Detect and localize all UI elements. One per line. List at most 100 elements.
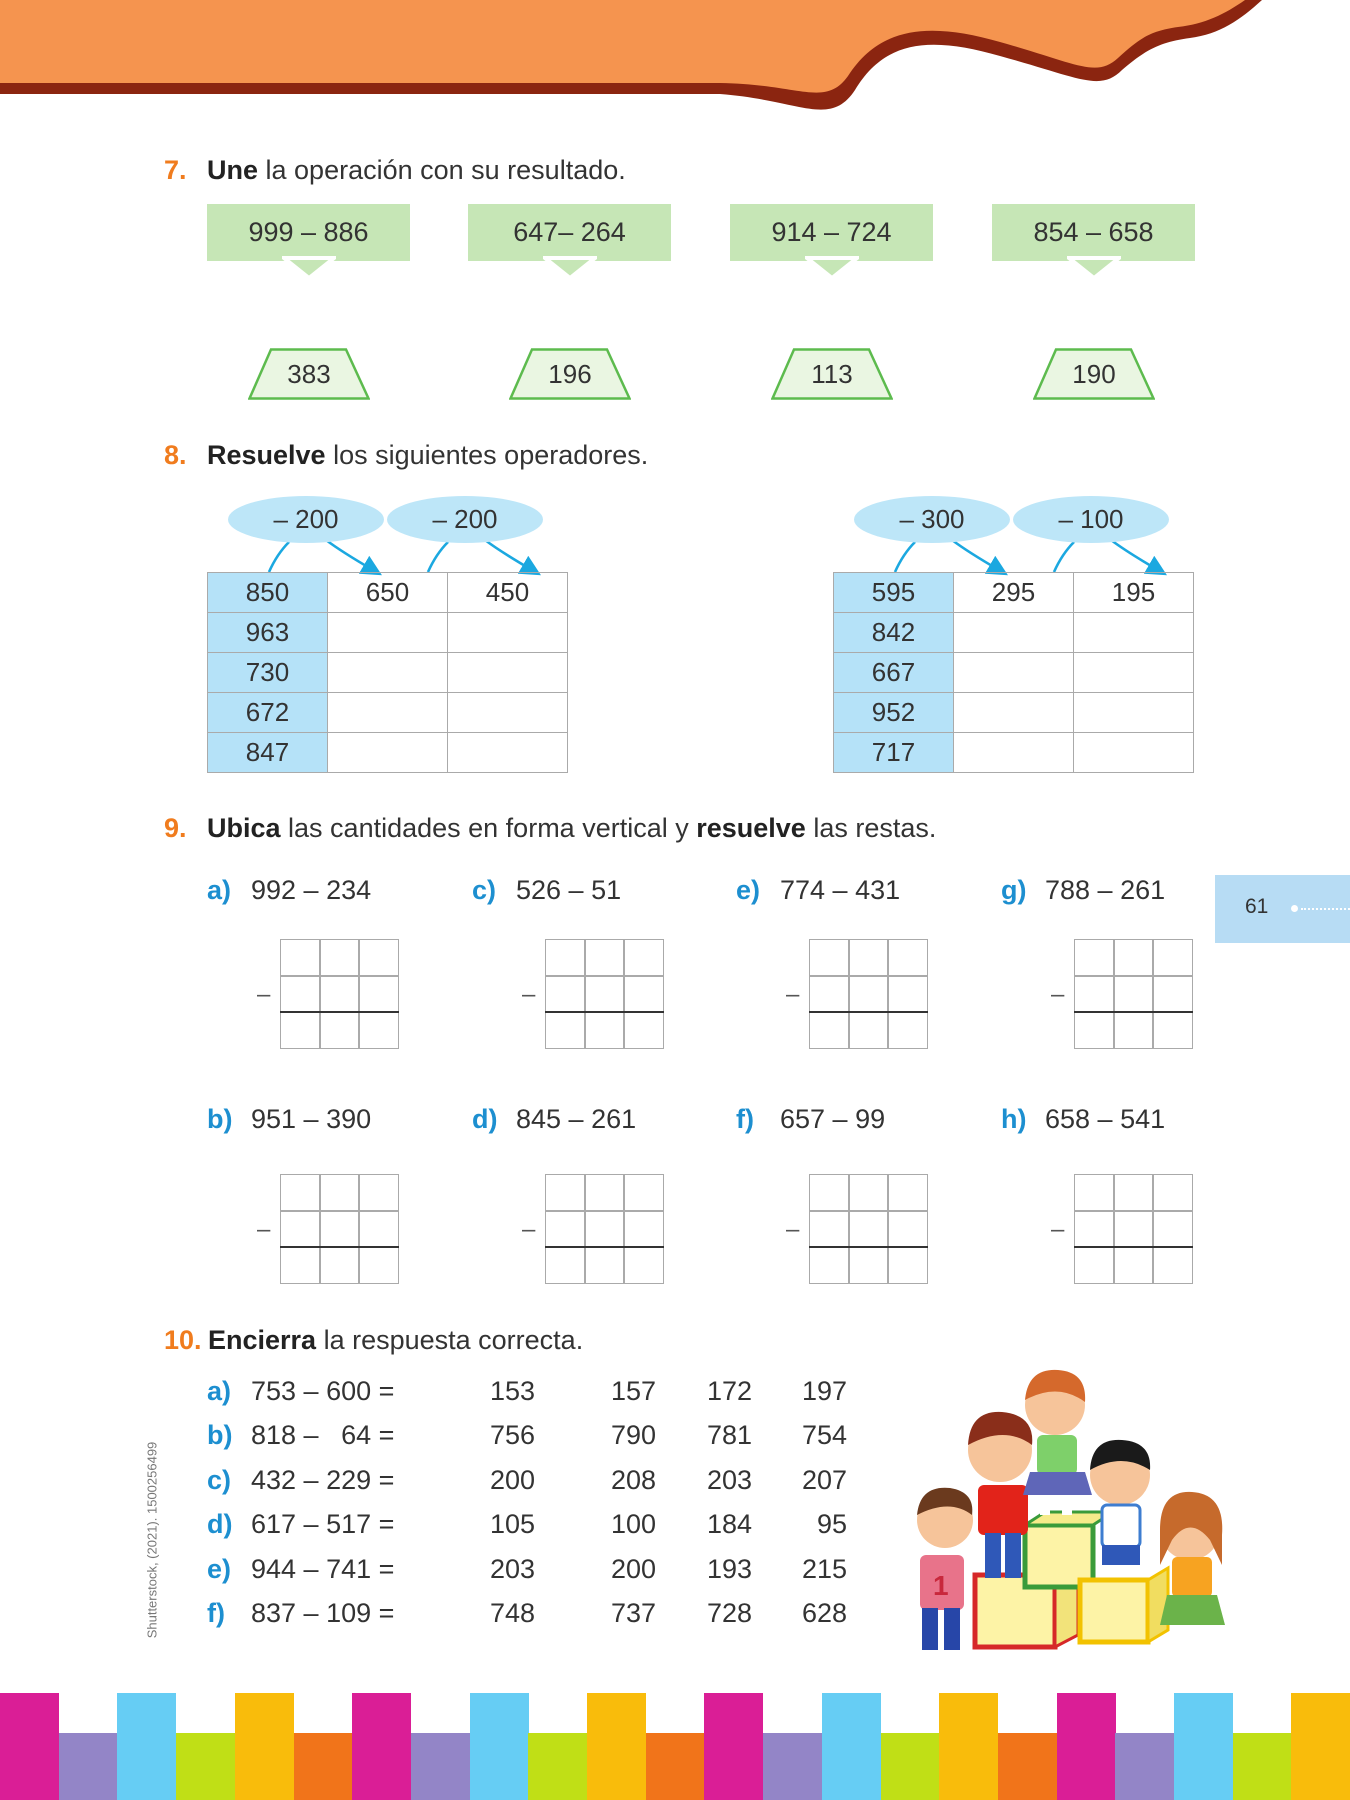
answer-cell[interactable]: [953, 732, 1074, 773]
result-trapezoid[interactable]: 383: [248, 348, 370, 400]
answer-cell[interactable]: [953, 652, 1074, 693]
digit-cell[interactable]: [1074, 1210, 1114, 1248]
digit-cell[interactable]: [1074, 1247, 1114, 1284]
answer-cell[interactable]: [327, 652, 448, 693]
answer-option[interactable]: 105: [489, 1509, 535, 1540]
digit-cell[interactable]: [1113, 1012, 1154, 1049]
digit-cell[interactable]: [359, 1210, 400, 1248]
digit-cell[interactable]: [1113, 1210, 1154, 1248]
digit-cell[interactable]: [584, 939, 625, 976]
answer-cell[interactable]: [327, 732, 448, 773]
answer-cell[interactable]: [327, 612, 448, 653]
digit-cell[interactable]: [1113, 975, 1154, 1013]
digit-cell[interactable]: [1153, 975, 1194, 1013]
digit-cell[interactable]: [888, 939, 929, 976]
answer-cell[interactable]: 195: [1073, 572, 1194, 613]
answer-cell[interactable]: [1073, 732, 1194, 773]
result-trapezoid[interactable]: 190: [1033, 348, 1155, 400]
answer-option[interactable]: 203: [706, 1464, 752, 1495]
digit-cell[interactable]: [359, 975, 400, 1013]
digit-cell[interactable]: [848, 1210, 889, 1248]
digit-cell[interactable]: [280, 939, 320, 976]
digit-cell[interactable]: [319, 1210, 360, 1248]
digit-cell[interactable]: [1074, 1012, 1114, 1049]
digit-cell[interactable]: [545, 1012, 585, 1049]
digit-cell[interactable]: [359, 1247, 400, 1284]
digit-cell[interactable]: [848, 1012, 889, 1049]
digit-cell[interactable]: [280, 1174, 320, 1211]
answer-option[interactable]: 172: [706, 1376, 752, 1406]
digit-cell[interactable]: [624, 939, 665, 976]
answer-cell[interactable]: [447, 652, 568, 693]
answer-option[interactable]: 203: [489, 1553, 535, 1584]
digit-cell[interactable]: [809, 1247, 849, 1284]
digit-cell[interactable]: [280, 1012, 320, 1049]
digit-cell[interactable]: [624, 1210, 665, 1248]
digit-cell[interactable]: [359, 1174, 400, 1211]
digit-cell[interactable]: [545, 1247, 585, 1284]
digit-cell[interactable]: [359, 1012, 400, 1049]
answer-cell[interactable]: [953, 612, 1074, 653]
answer-option[interactable]: 208: [610, 1464, 656, 1495]
digit-cell[interactable]: [545, 1210, 585, 1248]
answer-cell[interactable]: [447, 732, 568, 773]
answer-option[interactable]: 100: [610, 1509, 656, 1540]
digit-cell[interactable]: [359, 939, 400, 976]
digit-cell[interactable]: [280, 1210, 320, 1248]
digit-cell[interactable]: [1113, 1174, 1154, 1211]
digit-cell[interactable]: [545, 1174, 585, 1211]
answer-option[interactable]: 184: [706, 1509, 752, 1540]
digit-cell[interactable]: [1074, 975, 1114, 1013]
digit-cell[interactable]: [888, 1012, 929, 1049]
answer-option[interactable]: 193: [706, 1553, 752, 1584]
digit-cell[interactable]: [624, 1174, 665, 1211]
digit-cell[interactable]: [888, 1247, 929, 1284]
answer-option[interactable]: 754: [801, 1420, 847, 1451]
digit-cell[interactable]: [624, 975, 665, 1013]
answer-option[interactable]: 748: [489, 1598, 535, 1628]
digit-cell[interactable]: [809, 1174, 849, 1211]
digit-cell[interactable]: [545, 975, 585, 1013]
answer-cell[interactable]: [447, 612, 568, 653]
digit-cell[interactable]: [584, 1210, 625, 1248]
answer-option[interactable]: 781: [706, 1420, 752, 1451]
digit-cell[interactable]: [1153, 1174, 1194, 1211]
digit-cell[interactable]: [1153, 1012, 1194, 1049]
digit-cell[interactable]: [809, 1210, 849, 1248]
answer-cell[interactable]: [1073, 612, 1194, 653]
answer-cell[interactable]: 450: [447, 572, 568, 613]
answer-option[interactable]: 756: [489, 1420, 535, 1451]
digit-cell[interactable]: [809, 939, 849, 976]
digit-cell[interactable]: [319, 1174, 360, 1211]
answer-option[interactable]: 95: [816, 1509, 847, 1540]
answer-cell[interactable]: [953, 692, 1074, 733]
digit-cell[interactable]: [584, 1174, 625, 1211]
digit-cell[interactable]: [888, 1174, 929, 1211]
answer-option[interactable]: 728: [706, 1598, 752, 1628]
digit-cell[interactable]: [848, 939, 889, 976]
digit-cell[interactable]: [319, 975, 360, 1013]
digit-cell[interactable]: [809, 1012, 849, 1049]
digit-cell[interactable]: [809, 975, 849, 1013]
digit-cell[interactable]: [319, 939, 360, 976]
digit-cell[interactable]: [1074, 1174, 1114, 1211]
answer-option[interactable]: 200: [610, 1553, 656, 1584]
answer-option[interactable]: 628: [801, 1598, 847, 1628]
digit-cell[interactable]: [280, 975, 320, 1013]
digit-cell[interactable]: [1113, 939, 1154, 976]
digit-cell[interactable]: [319, 1247, 360, 1284]
digit-cell[interactable]: [319, 1012, 360, 1049]
digit-cell[interactable]: [848, 1174, 889, 1211]
digit-cell[interactable]: [1153, 1247, 1194, 1284]
answer-option[interactable]: 215: [801, 1553, 847, 1584]
digit-cell[interactable]: [584, 1247, 625, 1284]
result-trapezoid[interactable]: 113: [771, 348, 893, 400]
digit-cell[interactable]: [888, 975, 929, 1013]
answer-cell[interactable]: [1073, 692, 1194, 733]
answer-option[interactable]: 737: [610, 1598, 656, 1628]
answer-option[interactable]: 197: [801, 1376, 847, 1406]
answer-cell[interactable]: [447, 692, 568, 733]
digit-cell[interactable]: [545, 939, 585, 976]
digit-cell[interactable]: [280, 1247, 320, 1284]
answer-cell[interactable]: 295: [953, 572, 1074, 613]
